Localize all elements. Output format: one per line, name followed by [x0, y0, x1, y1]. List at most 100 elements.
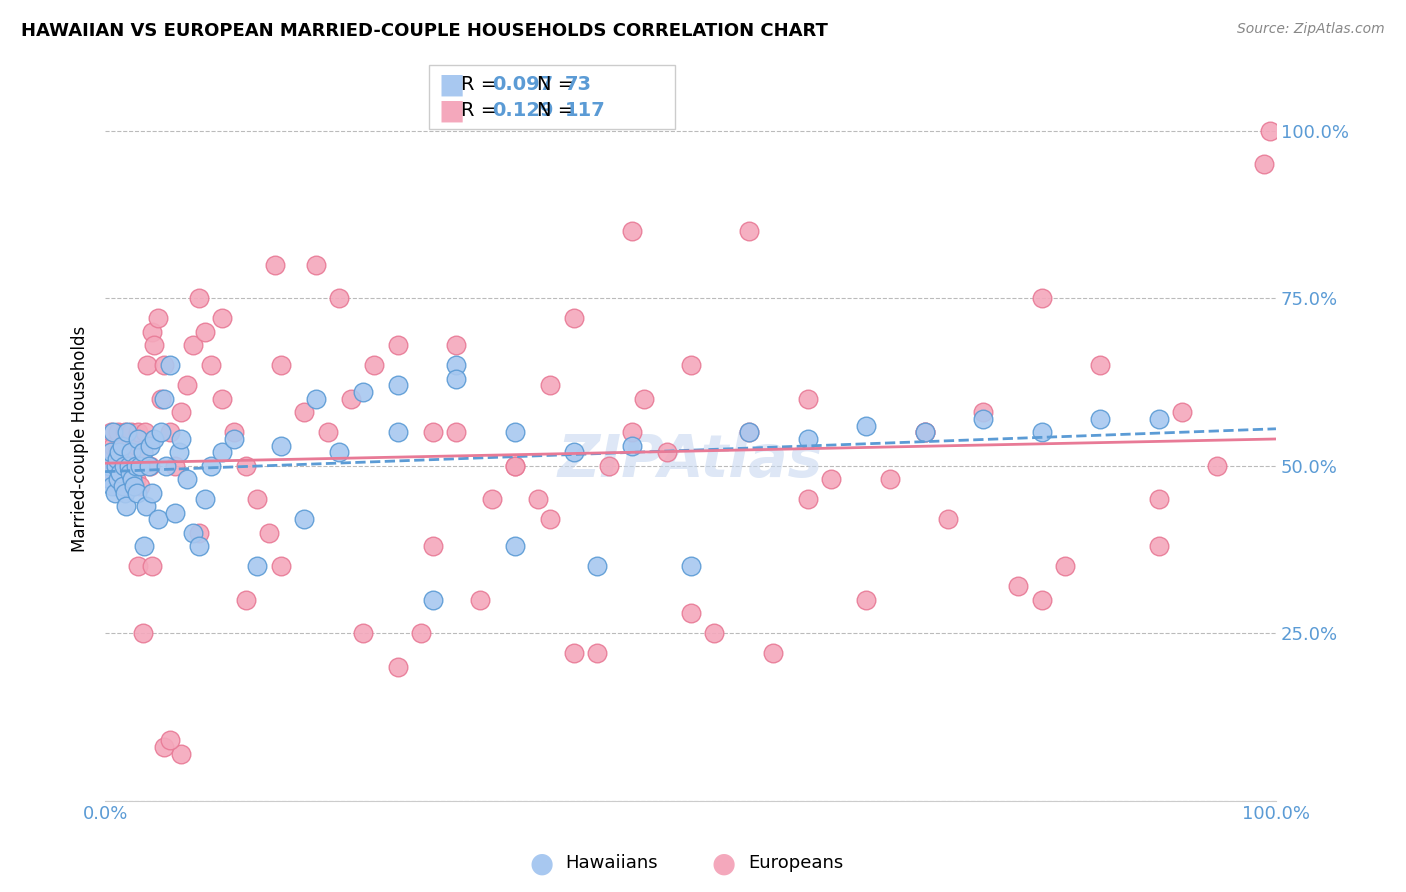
Point [120, 445, 142, 459]
Point [387, 425, 409, 440]
Point [352, 626, 374, 640]
Point [152, 359, 174, 373]
Point [422, 539, 444, 553]
Point [103, 485, 125, 500]
Point [103, 425, 125, 440]
Point [129, 479, 152, 493]
Point [422, 425, 444, 440]
Point [115, 499, 138, 513]
Point [1258, 124, 1281, 138]
Point [131, 445, 153, 459]
Point [155, 458, 177, 473]
Point [132, 539, 155, 553]
Point [181, 338, 204, 352]
Point [127, 559, 149, 574]
Point [879, 472, 901, 486]
Point [211, 445, 233, 459]
Point [761, 646, 783, 660]
Point [598, 458, 620, 473]
Point [127, 425, 149, 440]
Point [621, 425, 644, 440]
Point [468, 592, 491, 607]
Point [1090, 412, 1112, 426]
Point [143, 338, 166, 352]
Point [124, 458, 146, 473]
Point [562, 646, 585, 660]
Point [264, 258, 287, 272]
Point [246, 559, 269, 574]
Point [194, 325, 217, 339]
Point [117, 458, 139, 473]
Point [1054, 559, 1077, 574]
Point [1147, 412, 1170, 426]
Point [352, 385, 374, 400]
Text: Source: ZipAtlas.com: Source: ZipAtlas.com [1237, 22, 1385, 37]
Point [165, 506, 187, 520]
Point [124, 472, 146, 486]
Point [125, 485, 148, 500]
Point [292, 405, 315, 419]
Point [481, 492, 503, 507]
Point [124, 445, 146, 459]
Point [100, 425, 122, 440]
Point [103, 439, 125, 453]
Point [211, 311, 233, 326]
Point [114, 485, 136, 500]
Point [538, 512, 561, 526]
Point [855, 592, 877, 607]
Point [138, 439, 160, 453]
Point [117, 425, 139, 440]
Point [138, 458, 160, 473]
Point [246, 492, 269, 507]
Text: 117: 117 [565, 101, 606, 120]
Point [972, 412, 994, 426]
Point [270, 359, 292, 373]
Point [176, 472, 198, 486]
Point [110, 466, 132, 480]
Point [98, 472, 121, 486]
Point [150, 392, 173, 406]
Point [503, 425, 526, 440]
Point [820, 472, 842, 486]
Point [703, 626, 725, 640]
Point [936, 512, 959, 526]
Point [108, 458, 131, 473]
Point [112, 479, 135, 493]
Point [503, 458, 526, 473]
Point [143, 432, 166, 446]
Point [159, 733, 181, 747]
Point [170, 747, 193, 761]
Point [914, 425, 936, 440]
Point [586, 646, 609, 660]
Text: N =: N = [537, 101, 581, 120]
Point [135, 499, 157, 513]
Text: HAWAIIAN VS EUROPEAN MARRIED-COUPLE HOUSEHOLDS CORRELATION CHART: HAWAIIAN VS EUROPEAN MARRIED-COUPLE HOUS… [21, 22, 828, 40]
Point [222, 425, 245, 440]
Point [914, 425, 936, 440]
Point [117, 458, 139, 473]
Point [527, 492, 550, 507]
Point [121, 472, 143, 486]
Point [305, 258, 328, 272]
Point [128, 458, 150, 473]
Point [170, 405, 193, 419]
Point [411, 626, 433, 640]
Point [111, 479, 134, 493]
Point [679, 559, 702, 574]
Point [679, 606, 702, 620]
Point [100, 445, 122, 459]
Point [387, 378, 409, 392]
Point [122, 479, 145, 493]
Point [104, 458, 127, 473]
Point [127, 432, 149, 446]
Point [114, 425, 136, 440]
Point [200, 458, 222, 473]
Point [211, 392, 233, 406]
Point [1171, 405, 1194, 419]
Point [538, 378, 561, 392]
Point [125, 439, 148, 453]
Point [187, 525, 209, 540]
Point [117, 472, 139, 486]
Point [97, 445, 120, 459]
Point [1031, 592, 1053, 607]
